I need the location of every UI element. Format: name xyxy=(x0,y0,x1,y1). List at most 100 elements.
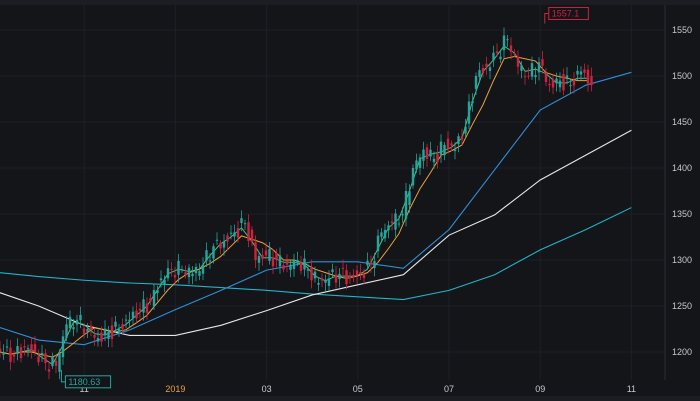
candle xyxy=(541,51,544,74)
candle-body xyxy=(548,83,551,86)
candle-body xyxy=(373,261,376,269)
candle-body xyxy=(569,85,572,87)
candle-body xyxy=(341,267,345,269)
candle-body xyxy=(191,273,194,277)
candle-body xyxy=(541,59,544,66)
high-marker-box xyxy=(548,6,589,20)
candle xyxy=(471,93,474,112)
y-tick-label: 1400 xyxy=(672,163,692,173)
candle xyxy=(138,302,142,319)
high-marker-leader xyxy=(544,12,549,24)
candle xyxy=(135,302,138,323)
candle-body xyxy=(327,278,331,286)
candle xyxy=(583,63,586,79)
candle-body xyxy=(296,260,299,263)
candle xyxy=(492,45,495,68)
candle xyxy=(236,220,240,243)
ma120-line xyxy=(0,129,632,336)
candle-body xyxy=(180,269,184,271)
x-tick-label: 05 xyxy=(353,384,363,394)
candle-body xyxy=(166,268,170,279)
y-tick-label: 1350 xyxy=(672,209,692,219)
candle xyxy=(257,252,261,271)
candle-body xyxy=(558,80,562,88)
x-tick-label: 2019 xyxy=(165,384,185,394)
candle xyxy=(163,275,166,293)
candle xyxy=(278,247,282,274)
candle xyxy=(516,50,520,75)
candle-body xyxy=(551,79,555,88)
candle xyxy=(187,264,191,285)
y-tick-label: 1500 xyxy=(672,71,692,81)
candle xyxy=(173,266,177,285)
y-tick-label: 1200 xyxy=(672,347,692,357)
candle-body xyxy=(366,260,369,266)
candle xyxy=(380,228,383,241)
candle-body xyxy=(506,39,509,41)
candle-body xyxy=(222,241,226,248)
candle-body xyxy=(9,347,12,362)
candle xyxy=(149,293,152,306)
candle-body xyxy=(250,229,254,242)
candle xyxy=(9,339,12,371)
candle xyxy=(555,72,558,92)
candle xyxy=(481,64,485,78)
candle-body xyxy=(537,62,541,73)
candle-body xyxy=(194,266,198,274)
y-tick-label: 1250 xyxy=(672,301,692,311)
grid xyxy=(0,5,665,380)
candle-body xyxy=(65,324,68,338)
candle-body xyxy=(30,344,33,352)
candle-body xyxy=(233,232,236,237)
candle xyxy=(436,145,439,169)
ma60-line xyxy=(0,71,632,346)
candle xyxy=(79,306,82,329)
candle xyxy=(523,69,527,85)
candle-body xyxy=(345,270,348,285)
candle-body xyxy=(275,253,278,260)
candle-body xyxy=(292,260,296,270)
low-price-label: 1180.63 xyxy=(68,377,100,387)
candle xyxy=(401,207,404,223)
candle-body xyxy=(586,69,590,84)
candle xyxy=(376,229,380,259)
candle xyxy=(362,268,366,285)
candle xyxy=(37,349,40,366)
candle xyxy=(495,43,499,57)
candle-body xyxy=(2,352,5,355)
candle xyxy=(243,219,247,230)
candle-body xyxy=(352,274,355,277)
candle-body xyxy=(212,246,215,259)
candle-body xyxy=(348,277,352,279)
candle-body xyxy=(334,274,338,283)
candle xyxy=(26,344,30,357)
candle-body xyxy=(453,149,457,152)
candle xyxy=(19,343,23,363)
candle-body xyxy=(306,269,310,271)
candle-body xyxy=(114,321,117,327)
candle xyxy=(82,323,86,339)
candle xyxy=(152,283,156,311)
candle-body xyxy=(12,354,16,357)
candle xyxy=(12,350,16,363)
candle xyxy=(72,319,75,337)
candle xyxy=(159,270,163,288)
candle xyxy=(334,266,338,289)
candle-body xyxy=(397,223,401,225)
candle-body xyxy=(432,158,436,163)
price-axis: 1200 1250 1300 1350 1400 1450 1500 1550 xyxy=(664,5,692,380)
candles xyxy=(0,27,593,380)
candle-body xyxy=(163,279,166,285)
candle-body xyxy=(40,352,44,355)
candle xyxy=(457,133,460,153)
candle xyxy=(397,215,401,228)
candle-body xyxy=(436,153,439,163)
candle-body xyxy=(285,260,289,265)
candle-body xyxy=(86,329,89,332)
candle-body xyxy=(107,331,110,339)
candle-body xyxy=(226,235,229,242)
candle xyxy=(271,249,275,275)
candle xyxy=(415,153,418,173)
candle-body xyxy=(411,168,415,186)
